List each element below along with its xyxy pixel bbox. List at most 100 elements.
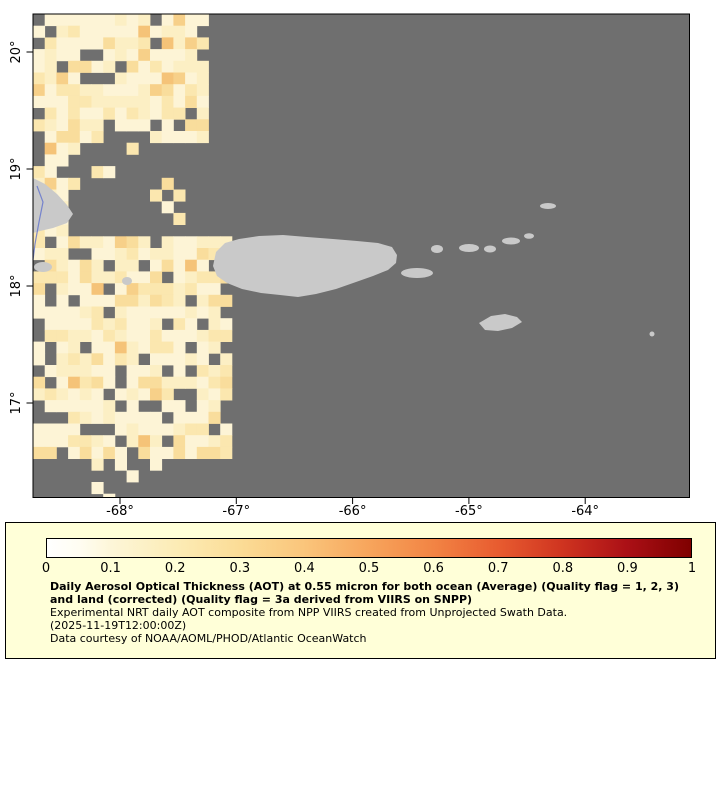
aot-pixel: [114, 84, 127, 97]
aot-pixel: [68, 411, 81, 424]
aot-pixel: [68, 341, 81, 354]
aot-pixel: [79, 306, 92, 319]
aot-pixel: [79, 95, 92, 108]
aot-pixel: [114, 353, 127, 366]
aot-pixel: [114, 283, 127, 296]
aot-pixel: [91, 60, 104, 73]
aot-pixel: [220, 376, 233, 389]
aot-pixel: [126, 341, 139, 354]
aot-pixel: [185, 131, 198, 144]
aot-pixel: [138, 25, 151, 38]
aot-pixel: [196, 400, 209, 413]
aot-pixel: [150, 388, 163, 401]
aot-pixel: [173, 84, 186, 97]
aot-pixel: [173, 49, 186, 62]
aot-pixel: [68, 283, 81, 296]
aot-pixel: [44, 131, 57, 144]
aot-data-pixels: [33, 14, 233, 498]
mona-island: [122, 277, 132, 285]
aot-pixel: [79, 411, 92, 424]
lon-tick-label: -68°: [106, 504, 134, 519]
aot-pixel: [79, 14, 92, 27]
aot-pixel: [79, 60, 92, 73]
aot-pixel: [44, 423, 57, 436]
st-croix-island: [479, 314, 522, 331]
aot-pixel: [138, 306, 151, 319]
aot-pixel: [185, 353, 198, 366]
aot-pixel: [138, 329, 151, 342]
aot-pixel: [33, 119, 46, 132]
aot-pixel: [150, 376, 163, 389]
aot-pixel: [208, 435, 221, 448]
aot-pixel: [91, 341, 104, 354]
aot-pixel: [56, 400, 69, 413]
aot-pixel: [208, 376, 221, 389]
aot-pixel: [114, 107, 127, 120]
aot-pixel: [126, 84, 139, 97]
aot-pixel: [68, 72, 81, 85]
aot-pixel: [161, 60, 174, 73]
aot-pixel: [126, 259, 139, 272]
aot-pixel: [114, 318, 127, 331]
colorbar-tick-label: 0.4: [294, 561, 315, 576]
aot-pixel: [185, 446, 198, 459]
aot-pixel: [185, 423, 198, 436]
aot-pixel: [56, 154, 69, 167]
aot-pixel: [150, 25, 163, 38]
aot-pixel: [68, 37, 81, 50]
aot-pixel: [33, 95, 46, 108]
aot-pixel: [126, 72, 139, 85]
aot-pixel: [126, 329, 139, 342]
aot-pixel: [103, 49, 116, 62]
aot-pixel: [126, 60, 139, 73]
aot-pixel: [103, 25, 116, 38]
aot-pixel: [150, 283, 163, 296]
aot-pixel: [208, 318, 221, 331]
aot-pixel: [150, 411, 163, 424]
aot-pixel: [173, 212, 186, 225]
aot-pixel: [33, 353, 46, 366]
aot-pixel: [56, 271, 69, 284]
aot-pixel: [56, 365, 69, 378]
aot-pixel: [185, 435, 198, 448]
aot-pixel: [185, 271, 198, 284]
aot-pixel: [44, 166, 57, 179]
aot-pixel: [138, 95, 151, 108]
aot-pixel: [114, 95, 127, 108]
aot-pixel: [150, 318, 163, 331]
aot-pixel: [126, 25, 139, 38]
aot-pixel: [161, 294, 174, 307]
aot-pixel: [173, 294, 186, 307]
aot-pixel: [173, 400, 186, 413]
aot-pixel: [126, 119, 139, 132]
aot-pixel: [56, 142, 69, 155]
aot-pixel: [126, 14, 139, 27]
aot-pixel: [220, 329, 233, 342]
aot-pixel: [138, 37, 151, 50]
aot-pixel: [185, 49, 198, 62]
aot-pixel: [196, 435, 209, 448]
aot-pixel: [68, 388, 81, 401]
aot-pixel: [33, 271, 46, 284]
aot-pixel: [126, 365, 139, 378]
aot-pixel: [103, 446, 116, 459]
aot-pixel: [68, 353, 81, 366]
colorbar-tick-label: 0.2: [164, 561, 186, 576]
aot-pixel: [103, 236, 116, 249]
aot-pixel: [173, 353, 186, 366]
aot-pixel: [208, 306, 221, 319]
st-john-island: [484, 245, 496, 253]
aot-pixel: [185, 306, 198, 319]
aot-pixel: [220, 388, 233, 401]
aot-pixel: [68, 365, 81, 378]
aot-pixel: [126, 318, 139, 331]
aot-pixel: [185, 259, 198, 272]
aot-pixel: [161, 14, 174, 27]
aot-pixel: [196, 37, 209, 50]
aot-pixel: [114, 458, 127, 471]
aot-pixel: [44, 388, 57, 401]
aot-pixel: [68, 95, 81, 108]
aot-pixel: [161, 25, 174, 38]
aot-pixel: [173, 248, 186, 261]
aot-pixel: [173, 259, 186, 272]
